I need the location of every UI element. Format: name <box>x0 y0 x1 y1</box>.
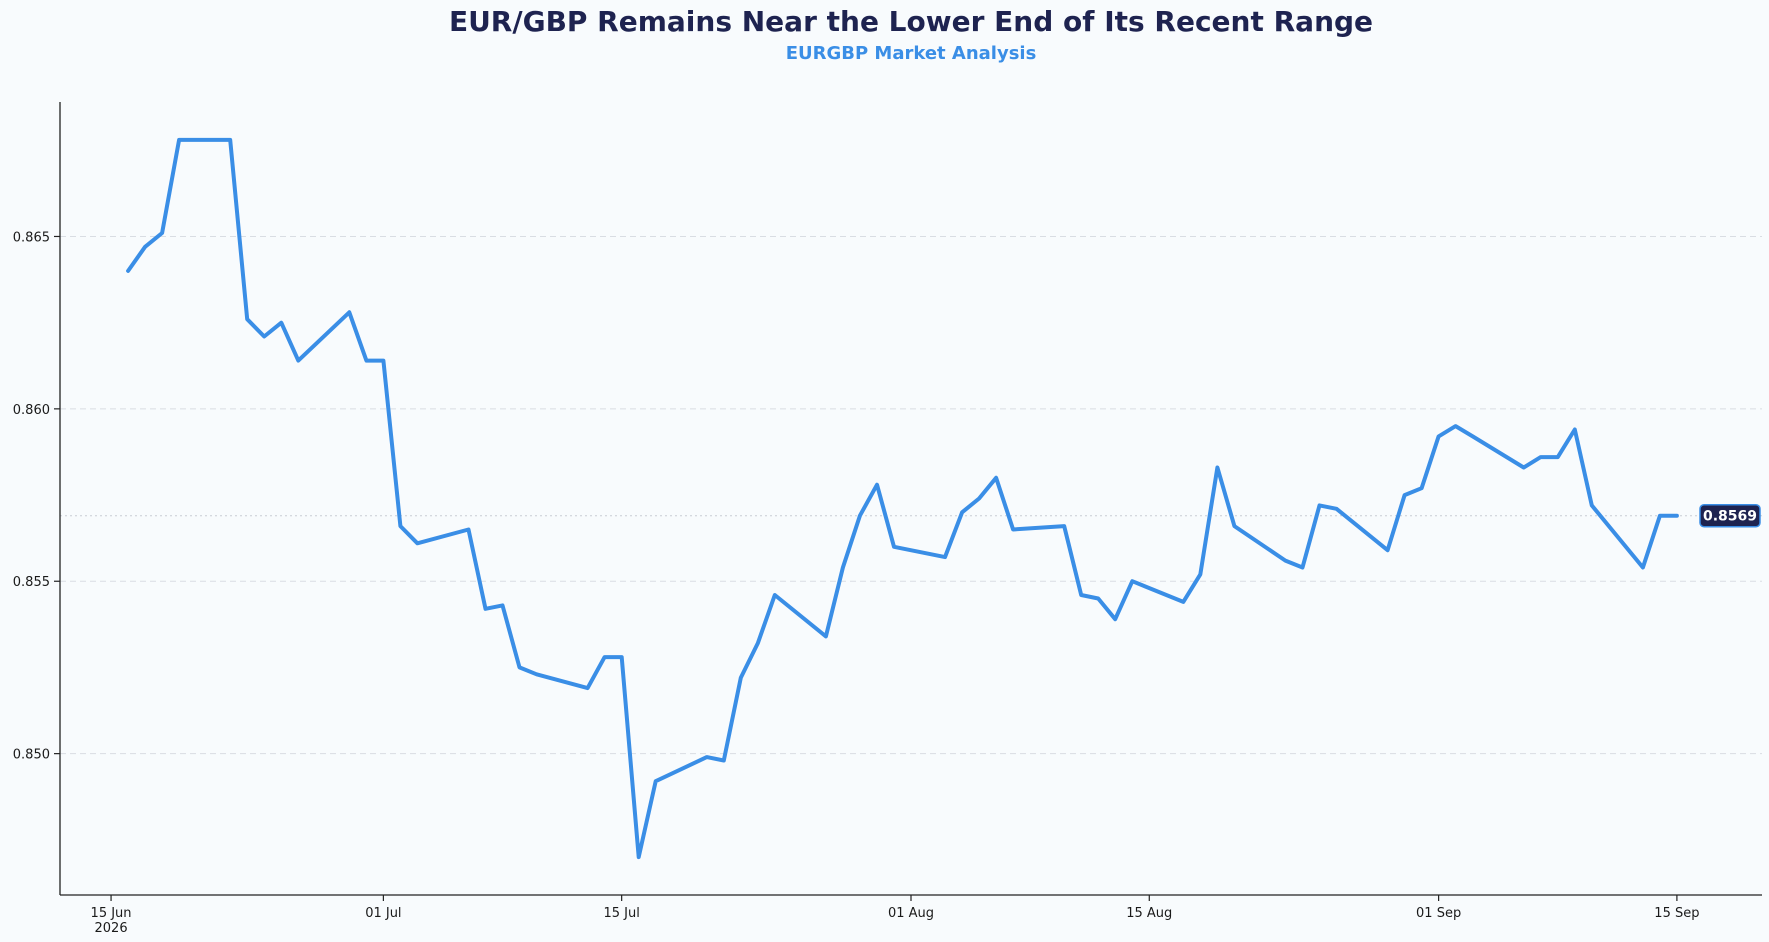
y-tick-label: 0.860 <box>13 403 50 418</box>
x-tick-label: 15 Aug <box>1126 906 1172 921</box>
last-value-badge-box <box>1699 503 1761 528</box>
x-tick-label: 01 Sep <box>1416 906 1461 921</box>
last-value-badge-text: 0.8569 <box>1703 509 1757 525</box>
x-tick-label: 01 Jul <box>365 906 401 921</box>
y-tick-label: 0.855 <box>13 575 50 590</box>
x-tick-label: 01 Aug <box>888 906 934 921</box>
grid-lines <box>60 235 1762 755</box>
chart-title: EUR/GBP Remains Near the Lower End of It… <box>449 5 1373 38</box>
chart-subtitle: EURGBP Market Analysis <box>786 43 1037 64</box>
y-tick-label: 0.865 <box>13 230 50 245</box>
x-tick-label: 15 Sep <box>1654 906 1699 921</box>
x-tick-sublabel: 2026 <box>95 921 128 936</box>
y-axis-ticks: 0.850 0.855 0.860 0.865 <box>13 230 60 763</box>
last-value-badge: 0.8569 <box>1699 503 1761 528</box>
series-line <box>126 137 1679 860</box>
y-tick-label: 0.850 <box>13 748 50 763</box>
axes <box>59 102 1762 896</box>
series-layer <box>126 137 1679 860</box>
x-tick-label: 15 Jul <box>603 906 639 921</box>
x-tick-label: 15 Jun <box>91 906 132 921</box>
